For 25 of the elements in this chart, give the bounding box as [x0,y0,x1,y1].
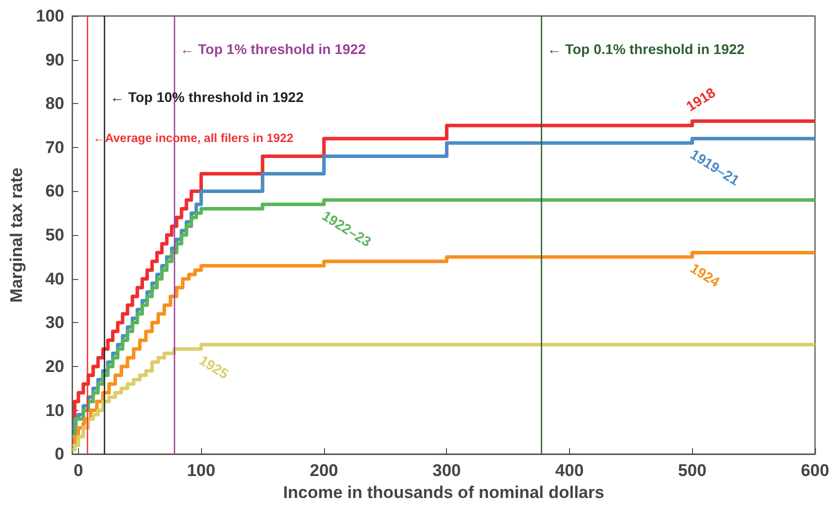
text: 1918 [683,84,718,114]
y-tick-label: 30 [45,313,64,332]
text: 1925 [196,352,232,382]
y-tick-label: 20 [45,356,64,376]
y-axis-title: Marginal tax rate [7,167,26,303]
text: 1924 [688,260,723,290]
y-tick-label: 90 [45,50,64,70]
y-tick-label: 60 [45,182,64,201]
y-tick-label: 80 [45,94,64,114]
x-tick-label: 200 [310,461,338,480]
x-axis-title: Income in thousands of nominal dollars [283,483,604,502]
x-tick-label: 400 [555,461,584,480]
x-tick-label: 0 [74,461,84,480]
x-tick-label: 300 [432,461,461,480]
ref-line-label: ← Top 1% threshold in 1922 [180,41,366,57]
y-tick-label: 10 [45,400,64,420]
y-tick-label: 100 [36,6,64,26]
x-tick-label: 600 [800,461,830,480]
ref-line-label: ← Top 0.1% threshold in 1922 [547,41,745,57]
y-tick-label: 40 [45,269,64,288]
y-tick-label: 70 [45,138,64,157]
y-tick-label: 50 [45,226,64,245]
x-tick-label: 500 [678,461,706,480]
y-tick-label: 0 [54,444,64,464]
x-tick-label: 100 [186,461,216,480]
